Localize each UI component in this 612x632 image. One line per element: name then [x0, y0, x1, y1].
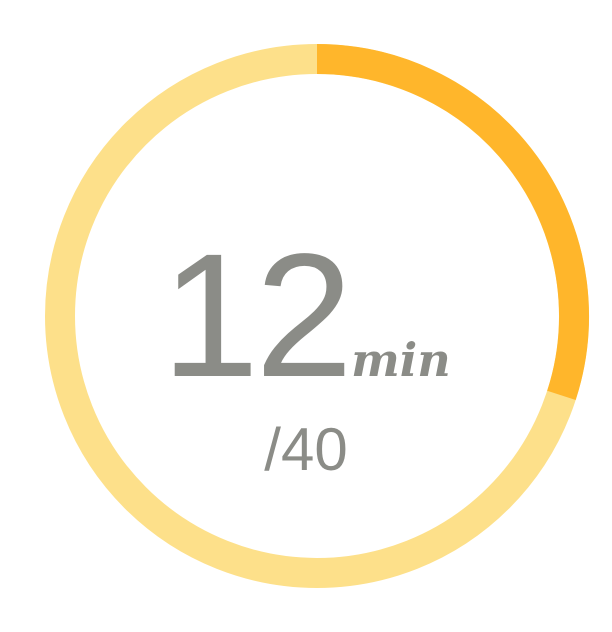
elapsed-minutes: 12 [161, 218, 353, 414]
progress-arc [316, 44, 589, 401]
total-minutes: /40 [264, 416, 348, 483]
elapsed-unit: min [351, 333, 451, 387]
elapsed-display: 12min [0, 228, 612, 404]
